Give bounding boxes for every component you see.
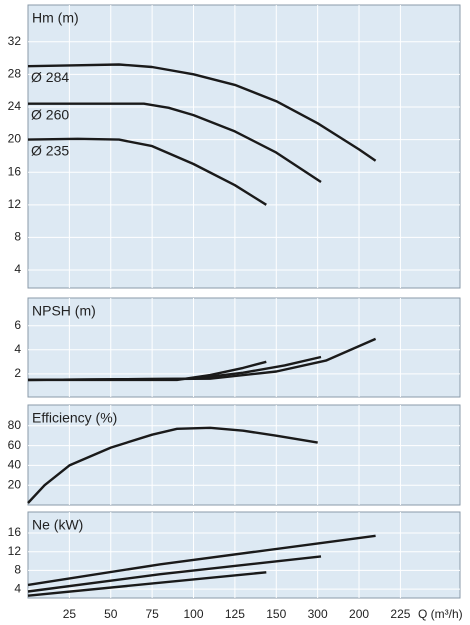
y-tick-label: 8 — [14, 230, 21, 244]
panel-title: Ne (kW) — [32, 517, 83, 533]
curve — [27, 337, 377, 382]
x-tick-label: 125 — [225, 607, 245, 621]
x-tick-label: 50 — [104, 607, 118, 621]
curve — [27, 571, 267, 597]
y-tick-label: 2 — [14, 366, 21, 380]
x-tick-label: 100 — [184, 607, 204, 621]
y-tick-label: 32 — [8, 34, 22, 48]
panel-title: Hm (m) — [32, 10, 79, 26]
x-axis-label: Q (m³/h) — [418, 607, 463, 621]
plot-background — [27, 404, 461, 506]
y-tick-label: 4 — [14, 262, 21, 276]
curve-label: Ø 260 — [31, 106, 69, 122]
x-tick-label: 150 — [266, 607, 286, 621]
panel-title: NPSH (m) — [32, 303, 96, 319]
y-tick-label: 60 — [8, 438, 22, 452]
y-tick-label: 16 — [8, 164, 22, 178]
y-tick-label: 28 — [8, 66, 22, 80]
curve-label: Ø 235 — [31, 142, 69, 158]
curve — [27, 137, 267, 206]
y-tick-label: 4 — [14, 342, 21, 356]
y-tick-label: 4 — [14, 581, 21, 595]
y-tick-label: 6 — [14, 318, 21, 332]
y-tick-label: 20 — [8, 477, 22, 491]
y-tick-label: 12 — [8, 197, 22, 211]
plot-background — [27, 4, 461, 289]
x-tick-label: 300 — [308, 607, 328, 621]
curve — [28, 102, 322, 184]
y-tick-label: 16 — [8, 525, 22, 539]
y-tick-label: 20 — [8, 132, 22, 146]
curve — [27, 63, 377, 162]
curve — [27, 555, 322, 593]
x-tick-label: 75 — [145, 607, 159, 621]
curve-label: Ø 284 — [31, 69, 69, 85]
plot-background — [27, 511, 461, 599]
x-tick-label: 25 — [63, 607, 77, 621]
x-tick-label: 225 — [390, 607, 410, 621]
y-tick-label: 12 — [8, 544, 22, 558]
y-tick-label: 80 — [8, 418, 22, 432]
y-tick-label: 40 — [8, 458, 22, 472]
x-tick-label: 200 — [349, 607, 369, 621]
curve — [27, 426, 318, 504]
panel-title: Efficiency (%) — [32, 410, 117, 426]
y-tick-label: 8 — [14, 563, 21, 577]
curve — [27, 534, 376, 587]
y-tick-label: 24 — [8, 99, 22, 113]
